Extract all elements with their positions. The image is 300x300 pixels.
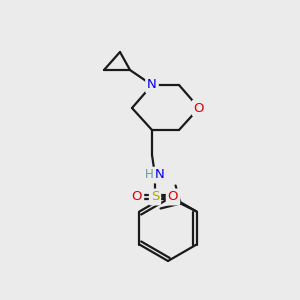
Text: O: O [132, 190, 142, 203]
Text: H: H [145, 169, 153, 182]
Text: O: O [168, 190, 178, 203]
Text: O: O [194, 101, 204, 115]
Text: N: N [147, 79, 157, 92]
Text: S: S [151, 190, 159, 203]
Text: N: N [155, 169, 165, 182]
